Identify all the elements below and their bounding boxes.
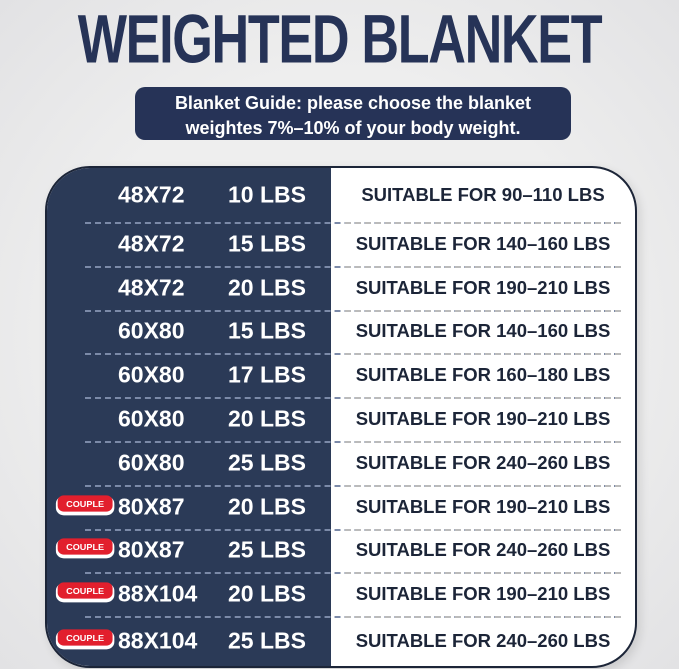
svg-text:COUPLE: COUPLE (66, 543, 104, 553)
svg-text:COUPLE: COUPLE (66, 633, 104, 643)
svg-text:COUPLE: COUPLE (66, 499, 104, 509)
svg-text:COUPLE: COUPLE (66, 587, 104, 597)
